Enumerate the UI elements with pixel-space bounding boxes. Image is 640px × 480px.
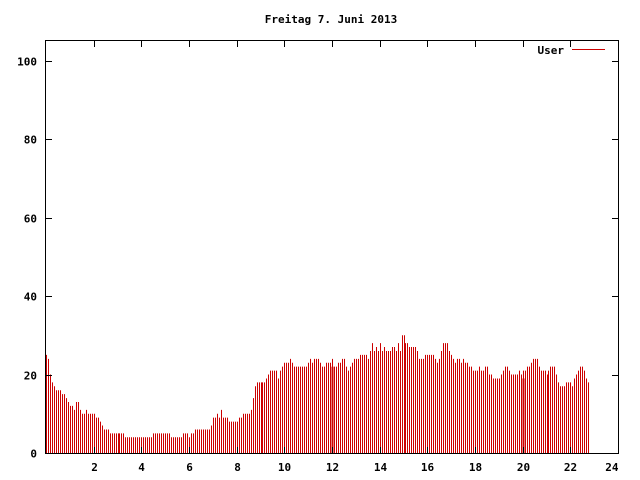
x-tick-label: 4: [138, 461, 145, 474]
x-tick-label: 14: [374, 461, 388, 474]
y-tick-label: 40: [24, 291, 37, 304]
y-tick-label: 80: [24, 134, 37, 147]
y-tick-label: 100: [17, 56, 37, 69]
x-tick-label: 10: [278, 461, 291, 474]
plot-frame: [45, 40, 619, 454]
legend: User: [538, 44, 605, 57]
x-tick-label: 12: [326, 461, 339, 474]
x-tick-label: 6: [186, 461, 193, 474]
x-tick-label: 18: [469, 461, 482, 474]
y-tick-label: 20: [24, 370, 37, 383]
y-tick-label: 60: [24, 213, 37, 226]
x-tick-label: 20: [517, 461, 530, 474]
bars-group: [46, 335, 589, 453]
x-tick-label: 22: [564, 461, 577, 474]
x-tick-label: 8: [234, 461, 241, 474]
x-tick-label: 16: [421, 461, 435, 474]
legend-label: User: [538, 44, 565, 57]
chart-title: Freitag 7. Juni 2013: [265, 13, 397, 26]
x-tick-label: 2: [91, 461, 98, 474]
x-tick-label: 24: [605, 461, 619, 474]
y-tick-label: 0: [30, 448, 37, 461]
